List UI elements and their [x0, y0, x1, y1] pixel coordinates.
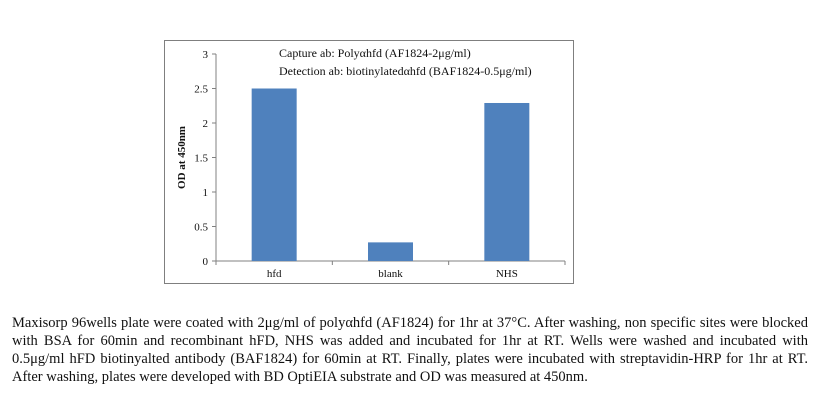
bar-chart: 0 0.5 1 1.5 2 2.5 3 hfd blank NHS OD at 450nm Captu…: [176, 46, 566, 280]
chart-annotation: Capture ab: Polyαhfd (AF1824-2μg/ml): [279, 46, 471, 60]
y-axis-title: OD at 450nm: [176, 126, 188, 189]
y-tick-label: 0: [203, 256, 209, 268]
y-tick-label: 0.5: [194, 222, 208, 234]
y-tick-label: 2.5: [194, 84, 208, 96]
y-tick-label: 2: [203, 118, 209, 130]
bar-blank: [368, 242, 413, 261]
y-tick-label: 3: [203, 49, 209, 61]
x-tick-label: blank: [378, 268, 403, 280]
x-tick-label: NHS: [496, 268, 518, 280]
bar-hfd: [251, 88, 297, 261]
x-tick-label: hfd: [267, 268, 282, 280]
y-tick-label: 1: [203, 187, 209, 199]
figure-caption: Maxisorp 96wells plate were coated with …: [12, 315, 808, 385]
chart-annotation: Detection ab: biotinylatedαhfd (BAF1824-…: [279, 64, 532, 78]
chart-container: 0 0.5 1 1.5 2 2.5 3 hfd blank NHS OD at 450nm Captu…: [164, 40, 574, 284]
bar-NHS: [484, 102, 530, 261]
y-tick-label: 1.5: [194, 153, 208, 165]
